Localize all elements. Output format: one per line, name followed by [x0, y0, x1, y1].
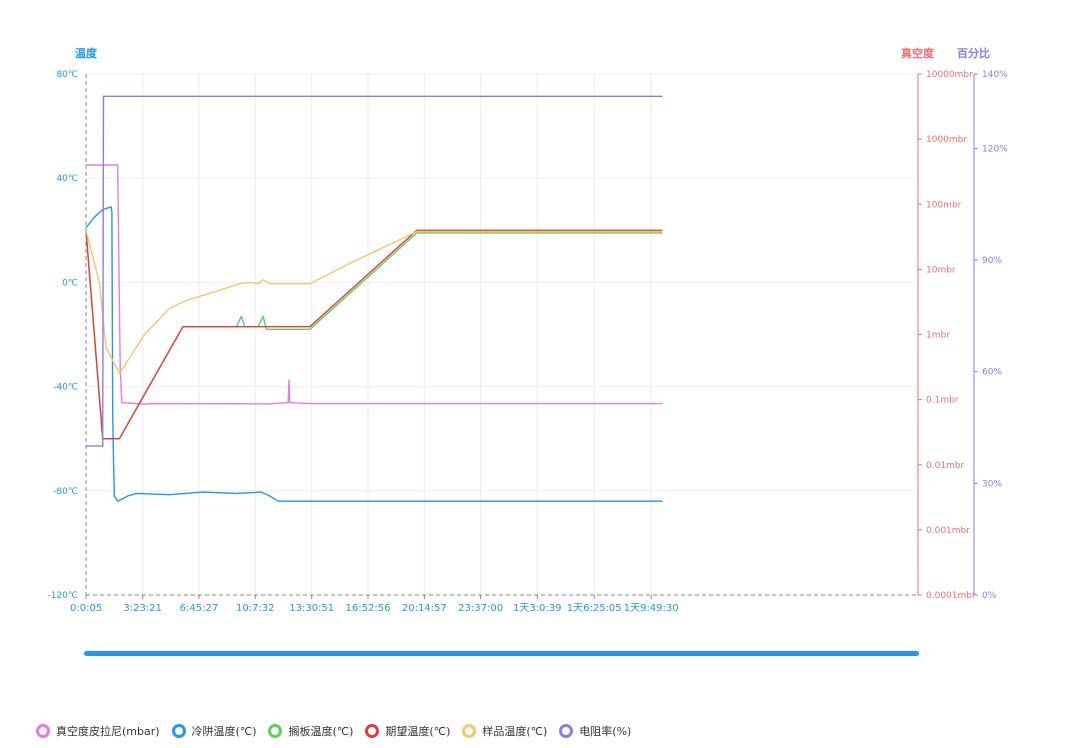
x-tick-label: 16:52:56 [346, 603, 391, 614]
series-line-5 [86, 95, 663, 447]
series-line-1 [85, 206, 663, 502]
percent-tick-label: 0% [982, 591, 997, 601]
series-line-0 [86, 164, 663, 405]
grid-layer [86, 73, 918, 596]
vacuum-tick-label: 1mbr [926, 331, 950, 341]
legend-label: 期望温度(℃) [385, 725, 451, 738]
x-tick-label: 3:23:21 [123, 603, 162, 614]
legend-label: 电阻率(%) [579, 725, 632, 738]
x-tick-label: 1天6:25:05 [567, 603, 622, 614]
x-tick-label: 10:7:32 [236, 603, 275, 614]
vacuum-axis-title: 真空度 [901, 46, 935, 60]
percent-axis-title: 百分比 [957, 46, 990, 60]
legend-marker-icon [365, 724, 380, 738]
legend-marker-icon [268, 724, 283, 738]
x-tick-label: 6:45:27 [180, 603, 219, 614]
series-layer [85, 95, 663, 502]
vacuum-tick-label: 0.01mbr [926, 461, 965, 471]
vacuum-tick-label: 0.001mbr [926, 526, 970, 536]
vacuum-tick-label: 0.1mbr [926, 396, 959, 406]
left-axis-title: 温度 [75, 46, 98, 60]
x-tick-label: 0:0:05 [70, 603, 102, 614]
x-tick-label: 1天9:49:30 [624, 603, 679, 614]
x-tick-label: 23:37:00 [458, 603, 503, 614]
left-tick-label: -120℃ [47, 591, 78, 601]
left-tick-label: 0℃ [62, 278, 78, 288]
series-line-4 [85, 230, 663, 375]
legend-item-0[interactable]: 真空度皮拉尼(mbar) [36, 723, 160, 739]
percent-tick-label: 30% [982, 479, 1002, 489]
axis-layer: 温度 真空度 百分比 80℃ 40℃ 0℃ -40℃ -80℃ -120℃ 10000mbr 100… [47, 46, 1008, 614]
vacuum-tick-label: 10mbr [926, 265, 956, 275]
series-line-3 [85, 229, 663, 440]
x-tick-label: 13:30:51 [289, 603, 334, 614]
legend-label: 冷阱温度(℃) [191, 725, 257, 738]
legend-item-5[interactable]: 电阻率(%) [559, 723, 631, 739]
legend: 真空度皮拉尼(mbar) 冷阱温度(℃) 搁板温度(℃) 期望温度(℃) 样品温度(℃)… [36, 723, 643, 739]
percent-tick-label: 120% [982, 144, 1008, 154]
vacuum-tick-label: 0.0001mbr [926, 591, 976, 601]
series-line-2 [85, 230, 663, 440]
legend-marker-icon [559, 724, 574, 738]
percent-tick-label: 140% [982, 70, 1008, 80]
legend-item-4[interactable]: 样品温度(℃) [462, 723, 547, 739]
legend-item-2[interactable]: 搁板温度(℃) [268, 723, 353, 739]
left-tick-label: 40℃ [56, 174, 78, 184]
percent-tick-label: 90% [982, 256, 1002, 266]
legend-item-1[interactable]: 冷阱温度(℃) [171, 723, 257, 739]
legend-marker-icon [36, 724, 50, 738]
percent-tick-label: 60% [982, 368, 1002, 378]
left-tick-label: -80℃ [53, 487, 78, 497]
vacuum-tick-label: 10000mbr [926, 70, 973, 80]
legend-label: 真空度皮拉尼(mbar) [56, 725, 160, 738]
vacuum-tick-label: 100mbr [926, 200, 962, 210]
left-tick-label: 80℃ [56, 70, 78, 80]
legend-label: 样品温度(℃) [482, 725, 548, 738]
legend-label: 搁板温度(℃) [288, 725, 354, 738]
legend-item-3[interactable]: 期望温度(℃) [365, 723, 450, 739]
vacuum-tick-label: 1000mbr [926, 135, 967, 145]
legend-marker-icon [171, 724, 186, 738]
zoom-slider[interactable] [84, 651, 919, 656]
left-tick-label: -40℃ [53, 383, 78, 393]
x-tick-label: 20:14:57 [402, 603, 447, 614]
legend-marker-icon [462, 724, 477, 738]
x-tick-label: 1天3:0:39 [513, 603, 562, 614]
